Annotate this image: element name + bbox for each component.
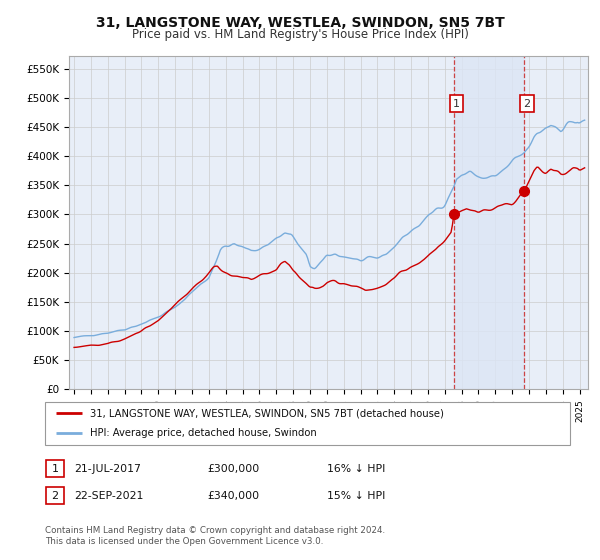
- Text: £300,000: £300,000: [207, 464, 259, 474]
- Text: 31, LANGSTONE WAY, WESTLEA, SWINDON, SN5 7BT (detached house): 31, LANGSTONE WAY, WESTLEA, SWINDON, SN5…: [89, 408, 443, 418]
- Text: 22-SEP-2021: 22-SEP-2021: [74, 491, 143, 501]
- Text: 2: 2: [523, 99, 530, 109]
- Text: Price paid vs. HM Land Registry's House Price Index (HPI): Price paid vs. HM Land Registry's House …: [131, 28, 469, 41]
- Text: 31, LANGSTONE WAY, WESTLEA, SWINDON, SN5 7BT: 31, LANGSTONE WAY, WESTLEA, SWINDON, SN5…: [95, 16, 505, 30]
- Bar: [454, 56, 524, 389]
- Text: Contains HM Land Registry data © Crown copyright and database right 2024.
This d: Contains HM Land Registry data © Crown c…: [45, 526, 385, 546]
- Text: 1: 1: [453, 99, 460, 109]
- Text: HPI: Average price, detached house, Swindon: HPI: Average price, detached house, Swin…: [89, 428, 316, 438]
- Text: 1: 1: [52, 464, 58, 474]
- Text: £340,000: £340,000: [207, 491, 259, 501]
- Text: 2: 2: [52, 491, 58, 501]
- Text: 15% ↓ HPI: 15% ↓ HPI: [327, 491, 385, 501]
- Text: 21-JUL-2017: 21-JUL-2017: [74, 464, 140, 474]
- Text: 16% ↓ HPI: 16% ↓ HPI: [327, 464, 385, 474]
